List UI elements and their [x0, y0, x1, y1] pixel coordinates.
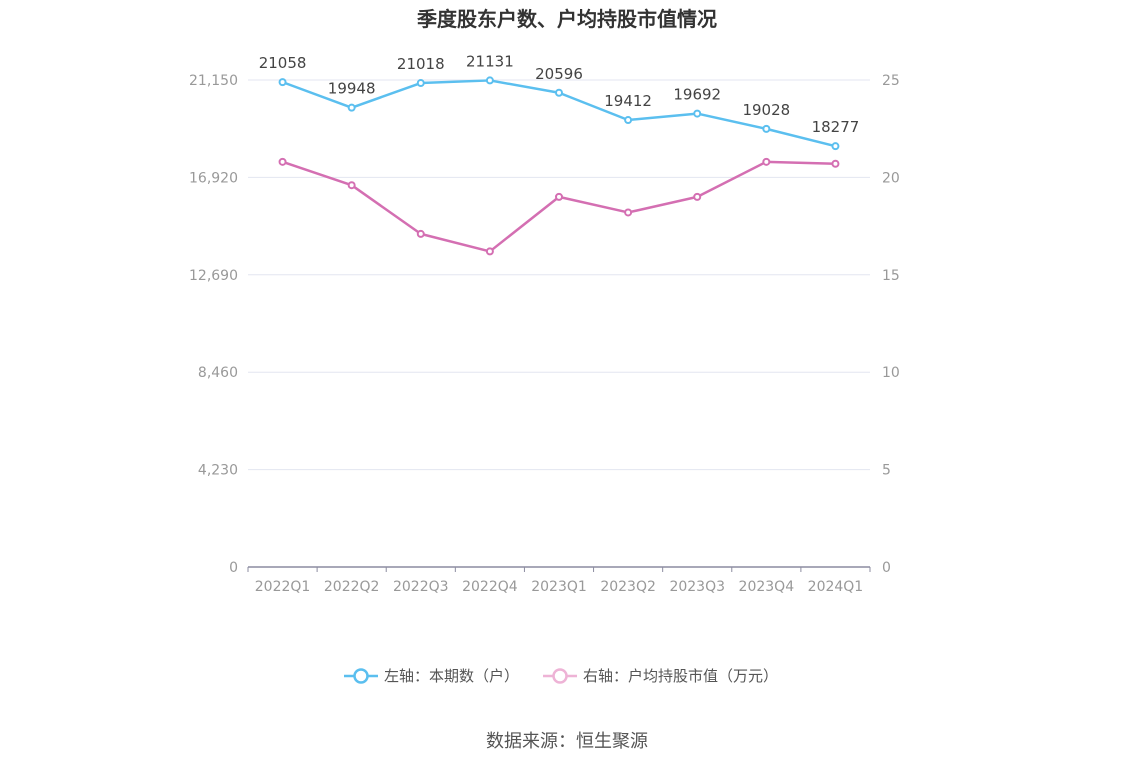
- data-point[interactable]: [624, 116, 633, 125]
- x-tick-label: 2024Q1: [808, 579, 864, 595]
- y-right-tick-label: 15: [882, 268, 900, 284]
- data-point[interactable]: [485, 247, 494, 256]
- x-tick-label: 2023Q4: [739, 579, 795, 595]
- data-label: 21131: [466, 52, 514, 70]
- legend: 左轴：本期数（户） 右轴：户均持股市值（万元）: [344, 667, 778, 685]
- legend-swatch-marker: [353, 668, 369, 684]
- x-tick-label: 2022Q4: [462, 579, 518, 595]
- data-label: 21018: [397, 55, 445, 73]
- x-tick-label: 2023Q2: [600, 579, 656, 595]
- series-line: [282, 160, 836, 253]
- y-right-tick-label: 0: [882, 560, 891, 576]
- data-point[interactable]: [555, 88, 563, 97]
- data-label: 19412: [604, 92, 652, 110]
- y-right-tick-label: 10: [882, 365, 900, 381]
- legend-swatch-marker: [552, 668, 568, 684]
- data-point[interactable]: [416, 79, 425, 88]
- data-point[interactable]: [278, 157, 287, 166]
- grid-lines: [248, 79, 870, 471]
- data-point[interactable]: [347, 103, 356, 112]
- data-point[interactable]: [693, 192, 702, 201]
- data-point[interactable]: [831, 159, 840, 168]
- x-tick-label: 2022Q1: [255, 579, 311, 595]
- y-left-tick-label: 21,150: [189, 73, 238, 89]
- legend-label: 右轴：户均持股市值（万元）: [583, 667, 778, 685]
- data-label: 20596: [535, 65, 583, 83]
- legend-label: 左轴：本期数（户）: [384, 667, 519, 685]
- y-right-tick-label: 25: [882, 73, 900, 89]
- data-point[interactable]: [416, 229, 425, 238]
- y-left-tick-label: 12,690: [189, 268, 238, 284]
- y-left-tick-label: 16,920: [189, 170, 238, 186]
- source-note: 数据来源：恒生聚源: [486, 731, 648, 752]
- y-right-tick-label: 20: [882, 170, 900, 186]
- data-point[interactable]: [762, 157, 771, 166]
- data-label: 19692: [673, 86, 721, 104]
- x-tick-label: 2022Q2: [324, 579, 380, 595]
- axes: 0 4,230 8,460 12,690 16,920 21,150 0 5 10 15 20 25 2…: [189, 73, 900, 595]
- chart-title: 季度股东户数、户均持股市值情况: [416, 7, 717, 31]
- data-point[interactable]: [693, 109, 702, 118]
- data-point[interactable]: [831, 142, 840, 151]
- y-left-tick-label: 0: [229, 560, 238, 576]
- y-left-tick-label: 8,460: [198, 365, 238, 381]
- data-label: 18277: [812, 118, 860, 136]
- y-right-tick-label: 5: [882, 463, 891, 479]
- legend-item[interactable]: 右轴：户均持股市值（万元）: [543, 667, 778, 685]
- data-point[interactable]: [762, 124, 771, 133]
- data-point[interactable]: [485, 76, 494, 85]
- data-point[interactable]: [278, 78, 287, 87]
- data-label: 19948: [328, 80, 376, 98]
- x-tick-label: 2023Q3: [669, 579, 725, 595]
- x-tick-label: 2022Q3: [393, 579, 449, 595]
- data-label: 21058: [259, 54, 307, 72]
- series-left: 21058 19948 21018 21131 20596 19412 19692 19028…: [259, 52, 860, 151]
- legend-item[interactable]: 左轴：本期数（户）: [344, 667, 519, 685]
- data-label: 19028: [742, 101, 790, 119]
- data-point[interactable]: [347, 181, 356, 190]
- y-left-tick-label: 4,230: [198, 463, 238, 479]
- series-layer: 21058 19948 21018 21131 20596 19412 19692 19028…: [259, 52, 860, 256]
- series-right: [278, 157, 840, 256]
- x-tick-label: 2023Q1: [531, 579, 587, 595]
- data-point[interactable]: [624, 208, 633, 217]
- data-point[interactable]: [555, 192, 563, 201]
